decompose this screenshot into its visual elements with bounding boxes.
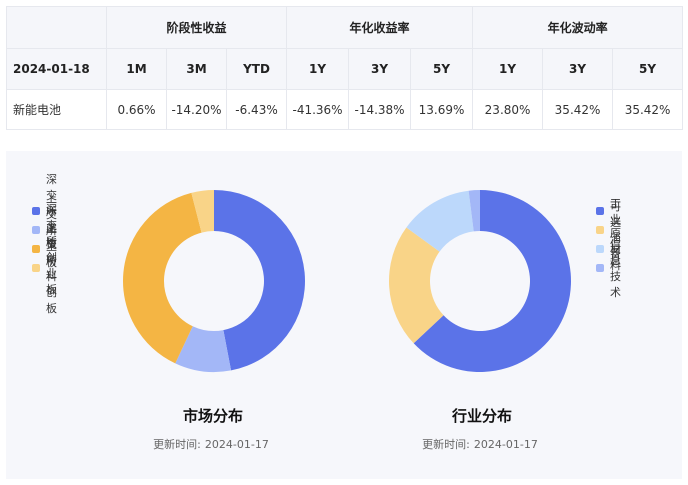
table-cell: -14.20%: [166, 89, 227, 130]
update-date: 2024-01-17: [204, 438, 269, 451]
update-label: 更新时间:: [422, 438, 470, 451]
legend-label: 深交所主板: [46, 172, 57, 250]
table-cell: 35.42%: [542, 89, 614, 130]
legend-swatch-2: [596, 244, 604, 253]
legend-item[interactable]: 信息技术: [596, 238, 621, 299]
pie-slice-0[interactable]: [413, 190, 571, 372]
legend-item[interactable]: 上交所主板: [32, 192, 57, 269]
legend-item[interactable]: 上交所科创板: [32, 222, 57, 315]
column-header: 3Y: [348, 48, 412, 90]
legend-label: 原材料: [610, 226, 621, 272]
charts-panel: 深交所主板 上交所主板 深交所创业板 上交所科创板 市场分布 更新时间: 2024…: [6, 151, 682, 479]
pie-slice-3[interactable]: [191, 190, 214, 233]
market-legend: 深交所主板 上交所主板 深交所创业板 上交所科创板: [32, 173, 57, 315]
table-cell: 13.69%: [410, 89, 474, 130]
group-header-annual-return: 年化收益率: [286, 6, 474, 49]
legend-label: 工业: [610, 196, 621, 226]
legend-swatch-1: [596, 225, 604, 234]
market-donut: [122, 190, 305, 372]
industry-update-time: 更新时间: 2024-01-17: [382, 436, 582, 452]
legend-swatch-0: [596, 206, 604, 215]
legend-item[interactable]: 深交所创业板: [32, 203, 57, 296]
table-cell: 0.66%: [106, 89, 167, 130]
legend-item[interactable]: 工业: [596, 197, 621, 226]
legend-label: 上交所科创板: [46, 221, 57, 315]
table-cell: 23.80%: [472, 89, 544, 130]
industry-chart-title: 行业分布: [451, 407, 512, 425]
market-update-time: 更新时间: 2024-01-17: [113, 436, 313, 452]
group-header-period-return: 阶段性收益: [105, 6, 288, 49]
pie-slice-2[interactable]: [406, 190, 474, 252]
legend-swatch-2: [32, 244, 40, 253]
legend-label: 深交所创业板: [46, 202, 57, 296]
update-label: 更新时间:: [153, 438, 201, 451]
legend-swatch-3: [32, 263, 40, 272]
table-cell: -41.36%: [286, 89, 350, 130]
column-header: 5Y: [410, 48, 474, 90]
table-cell: -14.38%: [348, 89, 412, 130]
pie-slice-0[interactable]: [214, 190, 305, 371]
table-cell: 35.42%: [612, 89, 684, 130]
table-corner-cell: [6, 6, 107, 49]
column-header: 3M: [166, 48, 227, 90]
legend-swatch-1: [32, 225, 40, 234]
legend-item[interactable]: 深交所主板: [32, 173, 57, 250]
pie-slice-3[interactable]: [468, 190, 480, 232]
table-date: 2024-01-18: [6, 48, 107, 90]
industry-legend: 工业 可选消费 原材料 信息技术: [596, 197, 621, 299]
column-header: 1Y: [286, 48, 350, 90]
column-header: 3Y: [542, 48, 614, 90]
update-date: 2024-01-17: [473, 438, 538, 451]
table-row: 新能电池 0.66% -14.20% -6.43% -41.36% -14.38…: [6, 89, 684, 130]
table-group-header-row: 阶段性收益 年化收益率 年化波动率: [6, 6, 684, 49]
industry-donut: [389, 190, 571, 372]
group-header-annual-volatility: 年化波动率: [472, 6, 684, 49]
column-header: 1Y: [472, 48, 544, 90]
table-column-header-row: 2024-01-18 1M 3M YTD 1Y 3Y 5Y 1Y 3Y 5Y: [6, 48, 684, 90]
column-header: YTD: [225, 48, 288, 90]
legend-label: 上交所主板: [46, 191, 57, 269]
legend-swatch-0: [32, 206, 40, 215]
pie-slice-1[interactable]: [389, 227, 444, 344]
column-header: 1M: [106, 48, 167, 90]
row-name: 新能电池: [6, 89, 107, 130]
legend-label: 可选消费: [610, 199, 621, 261]
market-chart-title: 市场分布: [182, 407, 243, 425]
legend-item[interactable]: 可选消费: [596, 200, 621, 261]
performance-table: 阶段性收益 年化收益率 年化波动率 2024-01-18 1M 3M YTD 1…: [6, 6, 684, 130]
pie-slice-2[interactable]: [122, 192, 202, 364]
column-header: 5Y: [612, 48, 684, 90]
legend-swatch-3: [596, 263, 604, 272]
pie-slice-1[interactable]: [175, 326, 232, 372]
legend-item[interactable]: 原材料: [596, 227, 621, 272]
legend-label: 信息技术: [610, 237, 621, 299]
table-cell: -6.43%: [225, 89, 288, 130]
